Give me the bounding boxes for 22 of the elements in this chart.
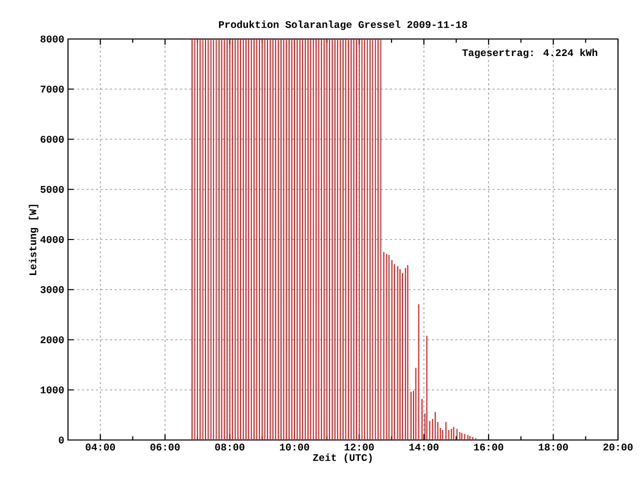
y-tick-label: 7000 [40,86,64,93]
annotation: Tagesertrag: 4.224 kWh [462,48,598,58]
y-tick-label: 5000 [40,186,64,193]
y-tick-label: 4000 [40,236,64,243]
x-tick-label: 14:00 [409,444,438,451]
y-tick-label: 0 [58,436,64,444]
x-tick-label: 08:00 [215,444,244,451]
x-tick-label: 04:00 [86,444,115,451]
y-tick-label: 3000 [40,286,64,294]
x-axis-title: Zeit (UTC) [313,454,372,463]
y-tick-label: 1000 [40,386,64,394]
y-tick-label: 2000 [40,336,64,344]
chart-title: Produktion Solaranlage Gressel 2009-11-18 [219,20,468,30]
x-tick-label: 16:00 [474,444,504,451]
x-tick-label: 20:00 [603,444,633,451]
x-tick-label: 12:00 [344,444,374,451]
x-tick-label: 10:00 [280,444,310,451]
x-tick-label: 06:00 [150,444,180,451]
x-tick-label: 18:00 [538,444,568,451]
y-tick-label: 6000 [40,136,64,143]
y-axis-title: Leistung [W] [28,204,38,275]
y-tick-label: 8000 [40,36,64,42]
